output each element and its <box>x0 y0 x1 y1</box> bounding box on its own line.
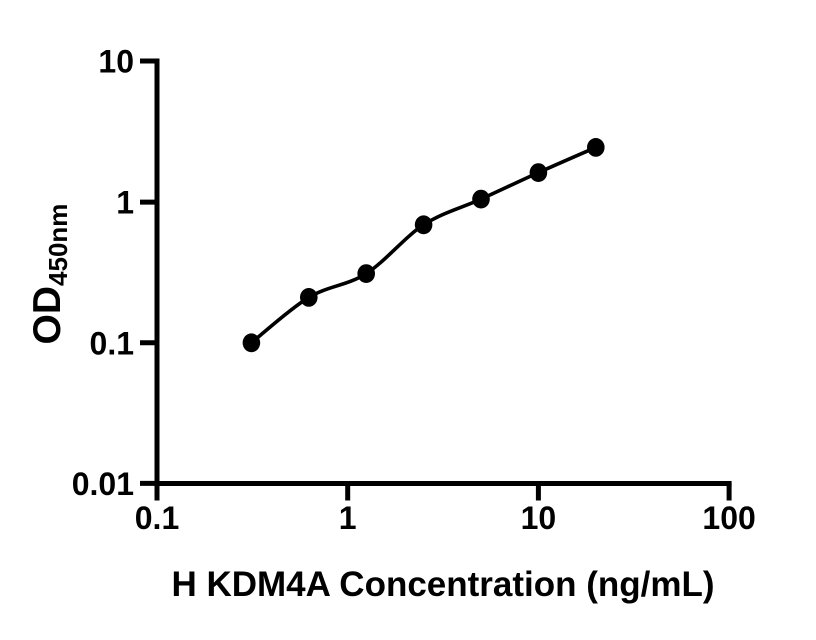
y-tick-label-10: 10 <box>98 44 134 80</box>
x-tick-label-100: 100 <box>702 500 755 536</box>
axes <box>140 58 732 501</box>
y-tick-label-0p01: 0.01 <box>72 466 134 502</box>
y-tick-label-1: 1 <box>116 185 134 221</box>
data-point-10 <box>529 163 548 183</box>
y-axis-title-subscript: 450nm <box>43 204 73 286</box>
data-point-0.625 <box>300 288 318 307</box>
data-point-5 <box>472 189 490 209</box>
data-point-20 <box>587 138 605 157</box>
data-point-0.3125 <box>242 333 261 353</box>
data-point-1.25 <box>357 264 376 283</box>
y-tick-label-0p1: 0.1 <box>90 325 134 361</box>
x-tick-label-1: 1 <box>339 500 357 536</box>
x-tick-label-0p1: 0.1 <box>135 500 179 536</box>
x-tick-label-10: 10 <box>521 500 557 536</box>
y-axis-title-main: OD <box>26 286 69 345</box>
y-axis-title: OD450nm <box>26 204 73 345</box>
data-point-2.5 <box>414 215 433 235</box>
x-axis-title: H KDM4A Concentration (ng/mL) <box>171 565 714 604</box>
plot-layer <box>242 138 605 353</box>
